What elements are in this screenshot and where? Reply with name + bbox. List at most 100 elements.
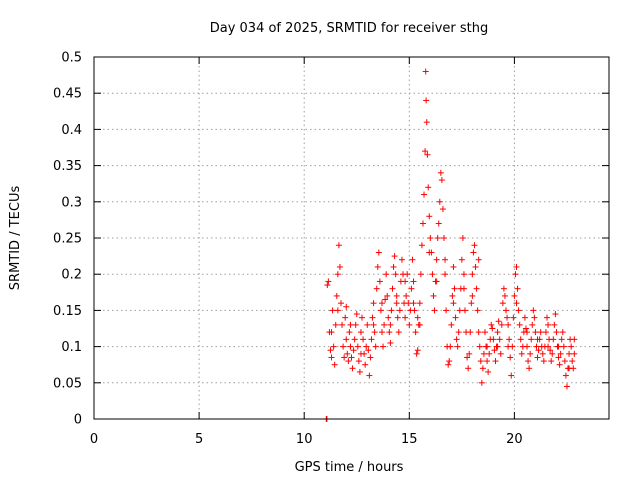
- data-point: [394, 314, 401, 321]
- data-point: [433, 278, 440, 285]
- data-point: [474, 307, 481, 314]
- data-point: [430, 292, 437, 299]
- data-point: [334, 307, 341, 314]
- data-point: [450, 300, 457, 307]
- tick-marks: [93, 56, 609, 420]
- data-point: [373, 285, 380, 292]
- data-point: [496, 336, 503, 343]
- data-point: [489, 325, 496, 332]
- data-point: [370, 300, 377, 307]
- y-tick-label: 0.05: [53, 376, 82, 391]
- data-point: [485, 368, 492, 375]
- data-point: [477, 358, 484, 365]
- data-point: [411, 307, 418, 314]
- data-point: [438, 177, 445, 184]
- data-point: [393, 300, 400, 307]
- data-point: [343, 336, 350, 343]
- data-point: [443, 307, 450, 314]
- data-point: [542, 329, 549, 336]
- data-point: [403, 292, 410, 299]
- data-point: [527, 350, 534, 357]
- data-point: [497, 350, 504, 357]
- y-tick-label: 0.4: [61, 123, 82, 138]
- data-point: [469, 292, 476, 299]
- y-tick-label: 0.25: [53, 232, 82, 247]
- data-point: [550, 336, 557, 343]
- data-point: [414, 314, 421, 321]
- data-point: [555, 343, 562, 350]
- data-point: [548, 358, 555, 365]
- data-point: [421, 191, 428, 198]
- data-point: [422, 68, 429, 75]
- data-point: [336, 263, 343, 270]
- data-point: [551, 321, 558, 328]
- data-point: [512, 271, 519, 278]
- y-tick-label: 0: [74, 413, 82, 428]
- data-point: [350, 347, 357, 354]
- data-point: [419, 220, 426, 227]
- data-point: [363, 343, 370, 350]
- data-point: [566, 365, 573, 372]
- data-point: [410, 278, 417, 285]
- data-point: [370, 321, 377, 328]
- data-point: [504, 314, 511, 321]
- data-point: [547, 347, 554, 354]
- data-point: [514, 285, 521, 292]
- data-point: [402, 278, 409, 285]
- y-tick-label: 0.1: [61, 340, 82, 355]
- data-point: [334, 271, 341, 278]
- y-tick-label: 0.35: [53, 159, 82, 174]
- data-point: [396, 307, 403, 314]
- y-tick-label: 0.5: [61, 51, 82, 66]
- data-point: [380, 343, 387, 350]
- data-point: [346, 329, 353, 336]
- data-point: [434, 235, 441, 241]
- data-point: [395, 329, 402, 336]
- data-point: [500, 285, 507, 292]
- data-point: [556, 361, 563, 368]
- data-point: [495, 318, 502, 325]
- data-point: [518, 350, 525, 357]
- data-point: [494, 329, 501, 336]
- data-point: [328, 329, 335, 336]
- data-point: [537, 329, 544, 336]
- data-point: [360, 336, 367, 343]
- data-point: [351, 336, 358, 343]
- data-point: [442, 271, 449, 278]
- data-point: [450, 263, 457, 270]
- data-point: [456, 307, 463, 314]
- data-point: [357, 329, 364, 336]
- data-point: [440, 235, 447, 241]
- data-point: [353, 311, 360, 318]
- data-point: [402, 314, 409, 321]
- data-point: [386, 329, 393, 336]
- data-point: [534, 336, 541, 343]
- data-point: [458, 256, 465, 263]
- data-point: [508, 372, 515, 379]
- data-point: [383, 271, 390, 278]
- data-point: [369, 314, 376, 321]
- data-point: [385, 314, 392, 321]
- data-point: [365, 347, 372, 354]
- data-point: [460, 271, 467, 278]
- data-point: [507, 354, 514, 361]
- data-point: [552, 311, 559, 318]
- data-point: [382, 296, 389, 303]
- data-point: [352, 321, 359, 328]
- data-point: [446, 358, 453, 365]
- data-point: [416, 300, 423, 307]
- data-point: [374, 263, 381, 270]
- data-point: [426, 213, 433, 220]
- data-point: [560, 343, 567, 350]
- data-point: [453, 336, 460, 343]
- data-point: [488, 321, 495, 328]
- data-point: [559, 329, 566, 336]
- data-point: [375, 249, 382, 256]
- data-point: [389, 285, 396, 292]
- data-point: [377, 307, 384, 314]
- data-point: [528, 336, 535, 343]
- data-point: [418, 242, 425, 249]
- data-point: [357, 350, 364, 357]
- data-point: [568, 343, 575, 350]
